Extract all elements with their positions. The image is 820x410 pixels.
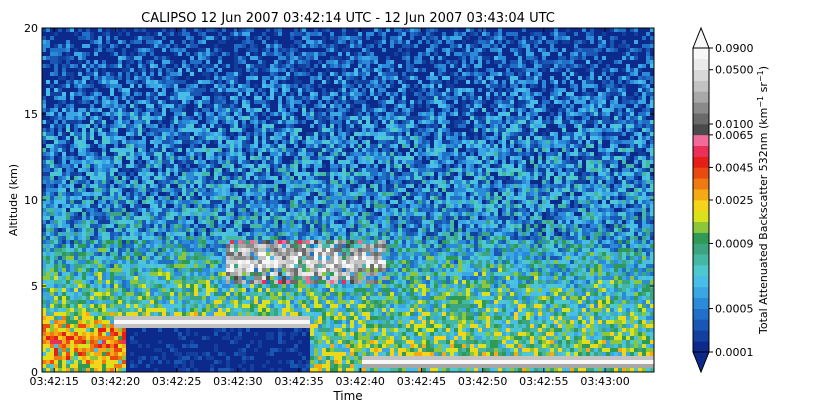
colorbar-segment xyxy=(693,254,709,266)
x-tick-label: 03:42:55 xyxy=(519,375,568,388)
colorbar-segment xyxy=(693,243,709,255)
y-tick-label: 20 xyxy=(24,22,38,35)
colorbar-segment xyxy=(693,308,709,320)
colorbar-segment xyxy=(693,265,709,277)
colorbar-segment xyxy=(693,167,709,179)
y-axis-ticks: 0 5 10 15 20 xyxy=(24,22,654,379)
colorbar-tick-label: 0.0025 xyxy=(715,194,754,207)
colorbar-tick-label: 0.0100 xyxy=(715,118,754,131)
colorbar-segment xyxy=(693,91,709,103)
colorbar-segment xyxy=(693,145,709,157)
colorbar-segment xyxy=(693,232,709,244)
colorbar-segment xyxy=(693,156,709,168)
colorbar-segment xyxy=(693,58,709,71)
colorbar-extend-min xyxy=(692,351,710,374)
colorbar-segment xyxy=(693,178,709,190)
colorbar-label: Total Attenuated Backscatter 532nm (km−1… xyxy=(756,66,770,335)
y-tick-label: 10 xyxy=(24,194,38,207)
colorbar-extend-max xyxy=(692,26,710,49)
colorbar-segment xyxy=(693,341,709,353)
colorbar-segment xyxy=(693,113,709,125)
x-axis-label: Time xyxy=(332,389,362,403)
colorbar-segment xyxy=(693,221,709,233)
plot-area xyxy=(42,28,654,372)
colorbar-segment xyxy=(693,189,709,201)
colorbar-segment xyxy=(693,210,709,223)
colorbar-segment xyxy=(693,200,709,212)
y-tick-label: 0 xyxy=(31,366,38,379)
x-axis-ticks: 03:42:15 03:42:20 03:42:25 03:42:30 03:42:35… xyxy=(30,28,630,388)
colorbar-tick-label: 0.0065 xyxy=(715,129,754,142)
backscatter-raster xyxy=(42,28,654,372)
y-tick-label: 15 xyxy=(24,108,38,121)
x-tick-label: 03:42:45 xyxy=(397,375,446,388)
colorbar-segment xyxy=(693,276,709,288)
colorbar-segment xyxy=(693,69,709,81)
y-tick-label: 5 xyxy=(31,280,38,293)
colorbar: 0.0001 0.0005 0.0009 0.0025 0.0045 0.00650.01… xyxy=(692,26,754,374)
colorbar-tick-label: 0.0500 xyxy=(715,64,754,77)
colorbar-tick-label: 0.0001 xyxy=(715,346,754,359)
x-tick-label: 03:42:30 xyxy=(213,375,262,388)
colorbar-segment xyxy=(693,319,709,331)
colorbar-segment xyxy=(693,80,709,92)
colorbar-segment xyxy=(693,286,709,299)
x-tick-label: 03:42:40 xyxy=(336,375,385,388)
x-tick-label: 03:43:00 xyxy=(580,375,629,388)
x-tick-label: 03:42:35 xyxy=(274,375,323,388)
chart-title: CALIPSO 12 Jun 2007 03:42:14 UTC - 12 Ju… xyxy=(141,11,555,26)
x-tick-label: 03:42:20 xyxy=(91,375,140,388)
y-axis-label: Altitude (km) xyxy=(7,164,20,236)
x-tick-label: 03:42:15 xyxy=(30,375,79,388)
colorbar-segment xyxy=(693,48,709,60)
colorbar-segment xyxy=(693,330,709,342)
colorbar-tick-label: 0.0900 xyxy=(715,42,754,55)
x-tick-label: 03:42:25 xyxy=(152,375,201,388)
colorbar-tick-label: 0.0005 xyxy=(715,303,754,316)
colorbar-segment xyxy=(693,102,709,114)
colorbar-tick-label: 0.0009 xyxy=(715,237,754,250)
colorbar-segment xyxy=(693,134,709,147)
backscatter-field xyxy=(42,28,654,372)
colorbar-tick-label: 0.0045 xyxy=(715,161,754,174)
colorbar-segment xyxy=(693,124,709,136)
x-tick-label: 03:42:50 xyxy=(458,375,507,388)
colorbar-segment xyxy=(693,297,709,309)
